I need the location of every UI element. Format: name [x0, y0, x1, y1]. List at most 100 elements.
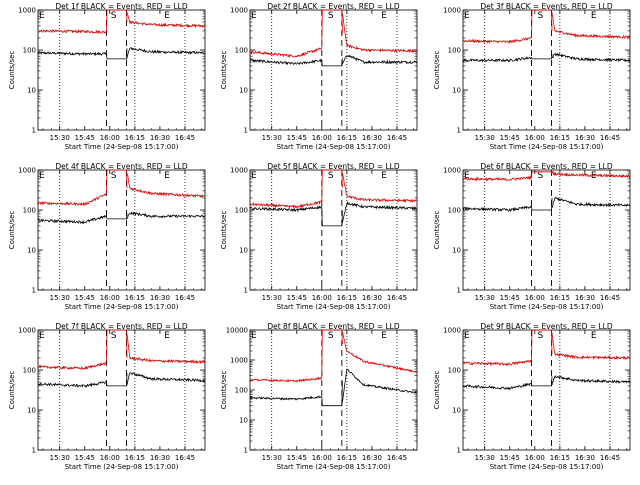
- x-tick-label: 15:30: [262, 294, 282, 302]
- chart-panel-7: Det 7f BLACK = Events, RED = LLD 1 10 100 10…: [8, 322, 206, 471]
- x-tick-label: 16:15: [337, 134, 357, 142]
- y-tick-label: 1000: [18, 7, 36, 15]
- y-tick-label: 10: [27, 87, 36, 95]
- x-axis-label: Start Time (24-Sep-08 15:17:00): [277, 143, 391, 151]
- series-line-events: [37, 51, 107, 57]
- series-line-events: [342, 201, 418, 224]
- chart-title: Det 4f BLACK = Events, RED = LLD: [55, 162, 188, 171]
- series-gap-events: [321, 58, 343, 67]
- y-tick-label: 100: [448, 207, 461, 215]
- x-tick-label: 15:30: [475, 134, 495, 142]
- series-line-events: [342, 368, 418, 403]
- y-axis-label: Counts/sec: [220, 211, 228, 250]
- series-line-events: [37, 380, 107, 388]
- y-tick-label: 1: [244, 127, 248, 135]
- event-marker-label: S: [537, 331, 543, 341]
- x-tick-label: 16:30: [150, 294, 170, 302]
- y-tick-label: 1000: [18, 327, 36, 335]
- x-tick-label: 15:30: [475, 454, 495, 462]
- event-marker-label: E: [251, 331, 257, 341]
- event-marker-label: E: [464, 331, 470, 341]
- y-tick-label: 10: [452, 407, 461, 415]
- series-gap-lld: [321, 169, 343, 202]
- x-tick-label: 16:15: [550, 294, 570, 302]
- chart-panel-6: Det 6f BLACK = Events, RED = LLD 1 10 100 10…: [433, 162, 631, 311]
- chart-title: Det 2f BLACK = Events, RED = LLD: [267, 2, 400, 11]
- event-marker-label: E: [591, 331, 597, 341]
- x-tick-label: 16:45: [600, 134, 620, 142]
- series-gap-lld: [106, 169, 128, 195]
- y-tick-label: 1000: [230, 167, 248, 175]
- series-line-lld: [342, 331, 418, 373]
- x-tick-label: 15:45: [287, 294, 307, 302]
- x-tick-label: 15:30: [50, 454, 70, 462]
- series-gap-lld: [531, 171, 553, 178]
- event-marker-label: E: [381, 11, 387, 21]
- x-tick-label: 16:30: [150, 454, 170, 462]
- x-tick-label: 15:45: [500, 134, 520, 142]
- y-tick-label: 10: [239, 417, 248, 425]
- x-axis-label: Start Time (24-Sep-08 15:17:00): [490, 303, 604, 311]
- series-gap-lld: [106, 9, 128, 33]
- x-tick-label: 16:15: [550, 134, 570, 142]
- series-line-events: [551, 52, 631, 63]
- y-tick-label: 10: [452, 87, 461, 95]
- x-tick-label: 16:45: [600, 294, 620, 302]
- series-line-events: [126, 371, 206, 386]
- x-tick-label: 15:30: [262, 454, 282, 462]
- y-axis-label: Counts/sec: [220, 51, 228, 90]
- x-axis-label: Start Time (24-Sep-08 15:17:00): [277, 463, 391, 471]
- x-tick-label: 15:30: [50, 134, 70, 142]
- x-tick-label: 16:15: [337, 454, 357, 462]
- series-line-lld: [126, 12, 206, 29]
- series-line-events: [462, 382, 532, 391]
- event-marker-label: E: [39, 331, 45, 341]
- series-line-lld: [249, 200, 323, 209]
- series-gap-events: [531, 53, 553, 60]
- x-axis-label: Start Time (24-Sep-08 15:17:00): [277, 303, 391, 311]
- y-tick-label: 1: [32, 287, 36, 295]
- series-gap-events: [321, 206, 343, 227]
- series-line-lld: [551, 12, 631, 40]
- event-marker-label: S: [537, 11, 543, 21]
- y-tick-label: 1000: [230, 357, 248, 365]
- y-tick-label: 1: [457, 447, 461, 455]
- x-tick-label: 16:00: [100, 294, 120, 302]
- x-axis-label: Start Time (24-Sep-08 15:17:00): [65, 143, 179, 151]
- x-tick-label: 16:00: [100, 454, 120, 462]
- x-tick-label: 16:00: [525, 294, 545, 302]
- series-gap-events: [321, 381, 343, 407]
- plot-frame: [462, 9, 631, 131]
- series-line-lld: [37, 361, 107, 371]
- event-marker-label: E: [464, 11, 470, 21]
- x-tick-label: 15:45: [287, 454, 307, 462]
- x-tick-label: 16:30: [362, 134, 382, 142]
- event-marker-label: S: [328, 11, 334, 21]
- y-tick-label: 10: [27, 247, 36, 255]
- series-line-events: [126, 211, 206, 219]
- event-marker-label: S: [111, 171, 117, 181]
- event-marker-label: E: [251, 171, 257, 181]
- chart-panel-9: Det 9f BLACK = Events, RED = LLD 1 10 100 10…: [433, 322, 631, 471]
- x-tick-label: 15:30: [475, 294, 495, 302]
- series-gap-events: [106, 372, 128, 387]
- y-axis-label: Counts/sec: [433, 211, 441, 250]
- event-marker-label: E: [164, 11, 170, 21]
- chart-title: Det 8f BLACK = Events, RED = LLD: [267, 322, 400, 331]
- series-line-events: [249, 395, 322, 401]
- y-tick-label: 100: [235, 47, 248, 55]
- series-line-lld: [342, 13, 418, 54]
- series-line-events: [462, 55, 532, 63]
- chart-panel-2: Det 2f BLACK = Events, RED = LLD 1 10 100 10…: [220, 2, 418, 151]
- x-tick-label: 16:30: [575, 134, 595, 142]
- x-tick-label: 16:00: [312, 454, 332, 462]
- y-tick-label: 1000: [443, 167, 461, 175]
- event-marker-label: E: [39, 171, 45, 181]
- x-tick-label: 16:45: [387, 294, 407, 302]
- series-line-lld: [342, 172, 418, 204]
- plot-frame: [37, 329, 206, 451]
- series-gap-lld: [321, 9, 343, 49]
- event-marker-label: E: [251, 11, 257, 21]
- event-marker-label: E: [464, 171, 470, 181]
- series-line-events: [551, 196, 631, 208]
